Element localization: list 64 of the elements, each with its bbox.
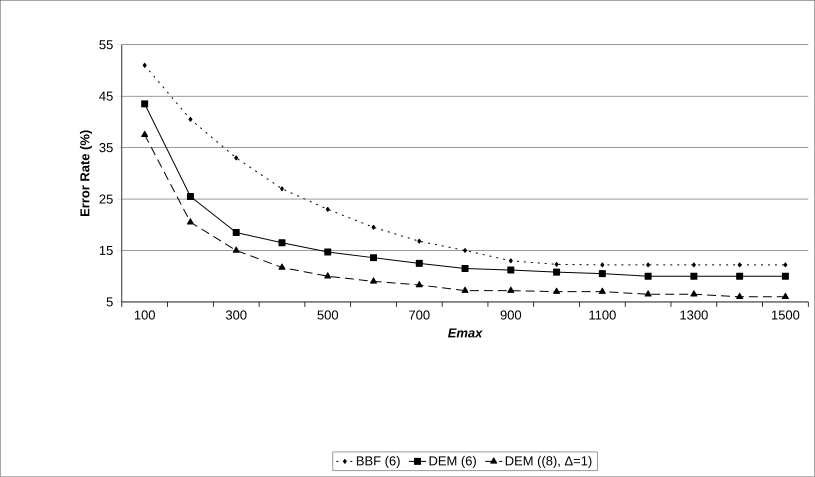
- point: [141, 100, 148, 108]
- point: [507, 266, 514, 274]
- y-tick-label: 45: [99, 92, 113, 101]
- point: [644, 272, 652, 280]
- point: [370, 254, 378, 262]
- point: [141, 130, 148, 138]
- point: [782, 272, 789, 280]
- point: [186, 218, 194, 225]
- point: [782, 292, 789, 300]
- y-tick-label: 25: [100, 194, 113, 204]
- legend-label: DEM ((8), Δ=1): [506, 456, 592, 468]
- point: [644, 290, 652, 297]
- y-tick-label: 5: [106, 298, 113, 307]
- legend-label: DEM (6): [430, 456, 476, 468]
- y-tick-label: 15: [100, 246, 113, 256]
- point: [598, 270, 606, 278]
- y-tick-label: 55: [99, 40, 113, 50]
- point: [600, 262, 604, 268]
- point: [232, 246, 240, 253]
- y-tick-label: 35: [99, 143, 113, 152]
- y-axis-title: Error Rate (%): [80, 130, 92, 216]
- x-tick-label: 500: [317, 310, 338, 320]
- x-tick-label: 700: [409, 310, 430, 320]
- point: [372, 224, 376, 230]
- point: [508, 258, 513, 264]
- point: [278, 239, 286, 246]
- point: [324, 272, 332, 279]
- point: [736, 272, 744, 280]
- point: [554, 262, 559, 267]
- point: [416, 260, 423, 267]
- x-tick-label: 1500: [772, 310, 800, 320]
- point: [690, 290, 698, 297]
- point: [553, 268, 560, 276]
- point: [278, 264, 286, 270]
- point: [646, 262, 650, 268]
- point: [507, 286, 514, 293]
- point: [738, 262, 742, 268]
- point: [462, 286, 469, 293]
- point: [463, 248, 468, 254]
- point: [783, 262, 788, 268]
- point: [324, 248, 332, 256]
- x-tick-label: 1100: [589, 310, 616, 320]
- x-axis-title: Emax: [448, 328, 483, 338]
- point: [736, 292, 744, 300]
- point: [598, 288, 606, 294]
- point: [416, 281, 423, 288]
- x-tick-label: 300: [226, 310, 247, 320]
- point: [280, 186, 284, 192]
- point: [326, 206, 330, 212]
- point: [690, 272, 698, 280]
- point: [692, 262, 696, 268]
- x-tick-label: 900: [500, 310, 522, 320]
- point: [417, 238, 422, 244]
- x-tick-label: 100: [134, 310, 155, 320]
- point: [553, 288, 560, 294]
- legend-label: BBF (6): [356, 456, 400, 468]
- point: [370, 277, 378, 284]
- point: [188, 116, 192, 122]
- point: [234, 156, 238, 161]
- point: [462, 265, 469, 272]
- point: [142, 62, 147, 68]
- point: [232, 229, 240, 236]
- x-tick-label: 1300: [680, 310, 708, 320]
- point: [186, 193, 194, 200]
